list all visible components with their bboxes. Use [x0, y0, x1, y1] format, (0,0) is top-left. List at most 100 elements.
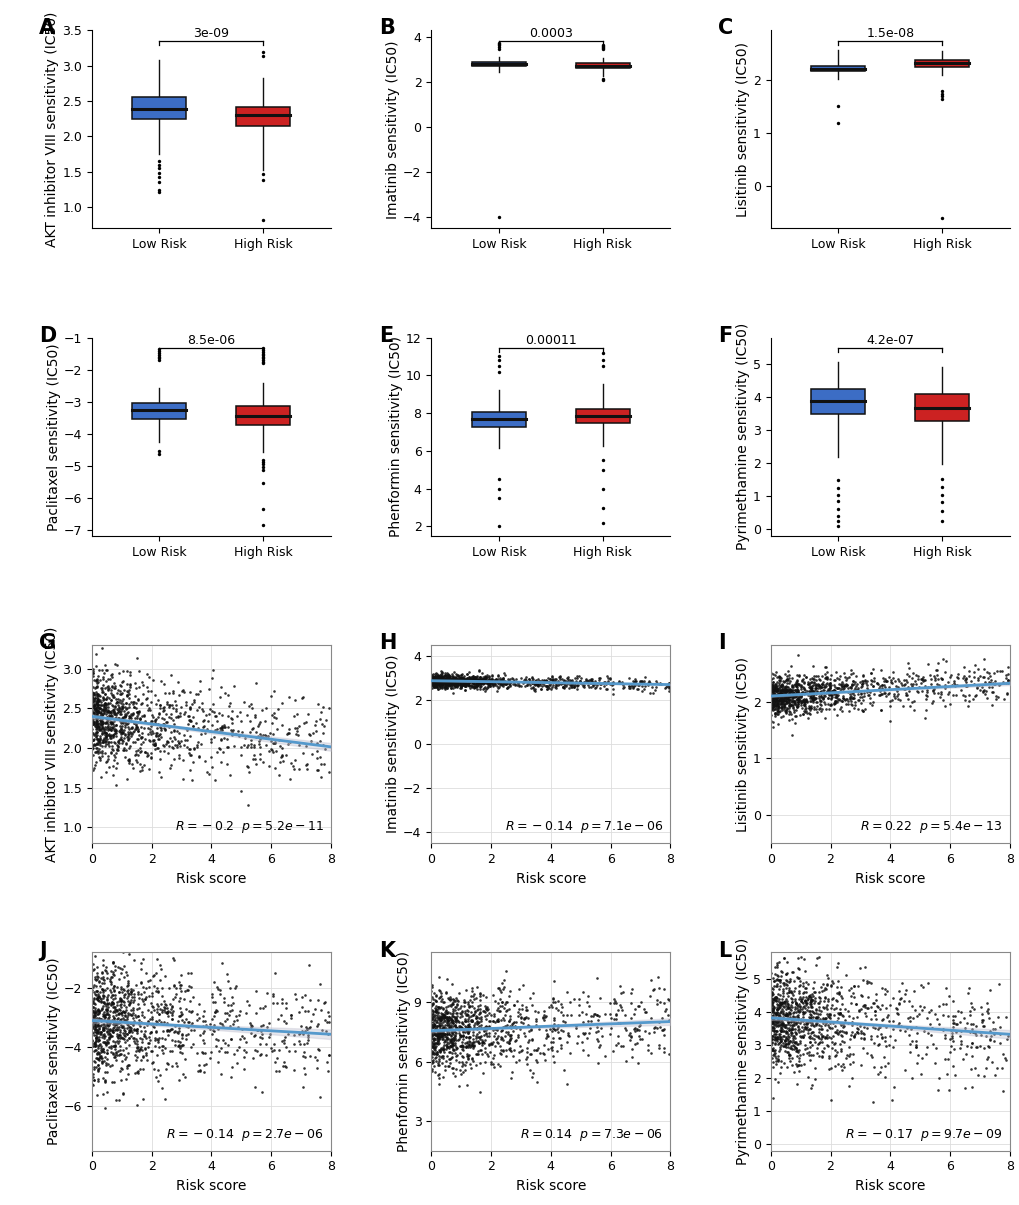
Point	[790, 689, 806, 709]
Point	[161, 683, 177, 703]
Point	[94, 741, 110, 760]
Point	[451, 676, 468, 695]
Point	[592, 1018, 608, 1038]
Point	[88, 705, 104, 724]
Point	[851, 958, 867, 977]
Point	[115, 694, 131, 713]
Point	[430, 998, 446, 1017]
Point	[772, 993, 789, 1012]
Point	[764, 997, 781, 1016]
Point	[91, 1010, 107, 1029]
Point	[439, 669, 455, 688]
Point	[473, 1030, 489, 1050]
Point	[435, 671, 451, 690]
Point	[424, 1016, 440, 1035]
Point	[797, 1012, 813, 1031]
Point	[236, 1047, 253, 1066]
Point	[252, 729, 268, 748]
Point	[824, 675, 841, 694]
Point	[786, 694, 802, 713]
Point	[764, 696, 781, 716]
Point	[777, 689, 794, 709]
Point	[214, 954, 230, 974]
Point	[88, 1028, 104, 1047]
Point	[823, 682, 840, 701]
Point	[447, 1051, 464, 1070]
Point	[113, 1044, 129, 1063]
Point	[178, 737, 195, 757]
Point	[427, 1019, 443, 1039]
Point	[981, 1030, 998, 1050]
Point	[786, 686, 802, 705]
Point	[431, 669, 447, 688]
Point	[174, 751, 191, 770]
Point	[437, 1040, 453, 1059]
Point	[781, 671, 797, 690]
Point	[792, 1027, 808, 1046]
Point	[96, 993, 112, 1012]
Point	[623, 1040, 639, 1059]
Bar	[472, 63, 526, 66]
Point	[772, 966, 789, 986]
Point	[800, 987, 816, 1006]
Point	[113, 728, 129, 747]
Point	[87, 707, 103, 727]
Point	[501, 1010, 518, 1029]
Point	[765, 976, 782, 995]
Point	[795, 1028, 811, 1047]
Point	[427, 1025, 443, 1045]
Point	[451, 1027, 468, 1046]
Point	[574, 1001, 590, 1021]
Point	[85, 1007, 101, 1027]
Point	[493, 671, 510, 690]
Y-axis label: Phenformin sensitivity (IC50): Phenformin sensitivity (IC50)	[388, 336, 403, 537]
Point	[312, 731, 328, 751]
Point	[810, 1023, 826, 1042]
Point	[105, 687, 121, 706]
Point	[490, 39, 506, 58]
Point	[765, 999, 782, 1018]
Point	[765, 680, 782, 699]
Point	[427, 666, 443, 686]
Point	[425, 671, 441, 690]
Point	[861, 693, 877, 712]
Point	[523, 1021, 539, 1040]
Point	[771, 688, 788, 707]
Point	[207, 1003, 223, 1022]
Point	[268, 719, 284, 739]
Point	[779, 1038, 795, 1057]
Point	[787, 1033, 803, 1052]
Point	[780, 1034, 796, 1053]
Point	[774, 699, 791, 718]
Point	[88, 657, 104, 676]
Point	[482, 676, 498, 695]
Point	[775, 672, 792, 692]
Point	[461, 1027, 477, 1046]
Point	[183, 1013, 200, 1033]
Point	[446, 668, 463, 687]
Point	[956, 1007, 972, 1027]
Point	[128, 999, 145, 1018]
Point	[882, 1091, 899, 1110]
Point	[985, 1024, 1002, 1044]
Point	[97, 1036, 113, 1056]
Point	[448, 674, 465, 693]
Point	[110, 1028, 126, 1047]
Point	[179, 963, 196, 982]
Point	[445, 672, 462, 692]
Point	[99, 994, 115, 1013]
Point	[121, 719, 138, 739]
Point	[913, 1000, 929, 1019]
Point	[926, 1053, 943, 1072]
Point	[480, 1024, 496, 1044]
Point	[425, 668, 441, 687]
Point	[444, 669, 461, 688]
Point	[465, 670, 481, 689]
Point	[88, 728, 104, 747]
Point	[829, 517, 846, 536]
Point	[429, 680, 445, 699]
Point	[461, 663, 477, 682]
Point	[808, 676, 824, 695]
Point	[980, 672, 997, 692]
Point	[790, 1007, 806, 1027]
